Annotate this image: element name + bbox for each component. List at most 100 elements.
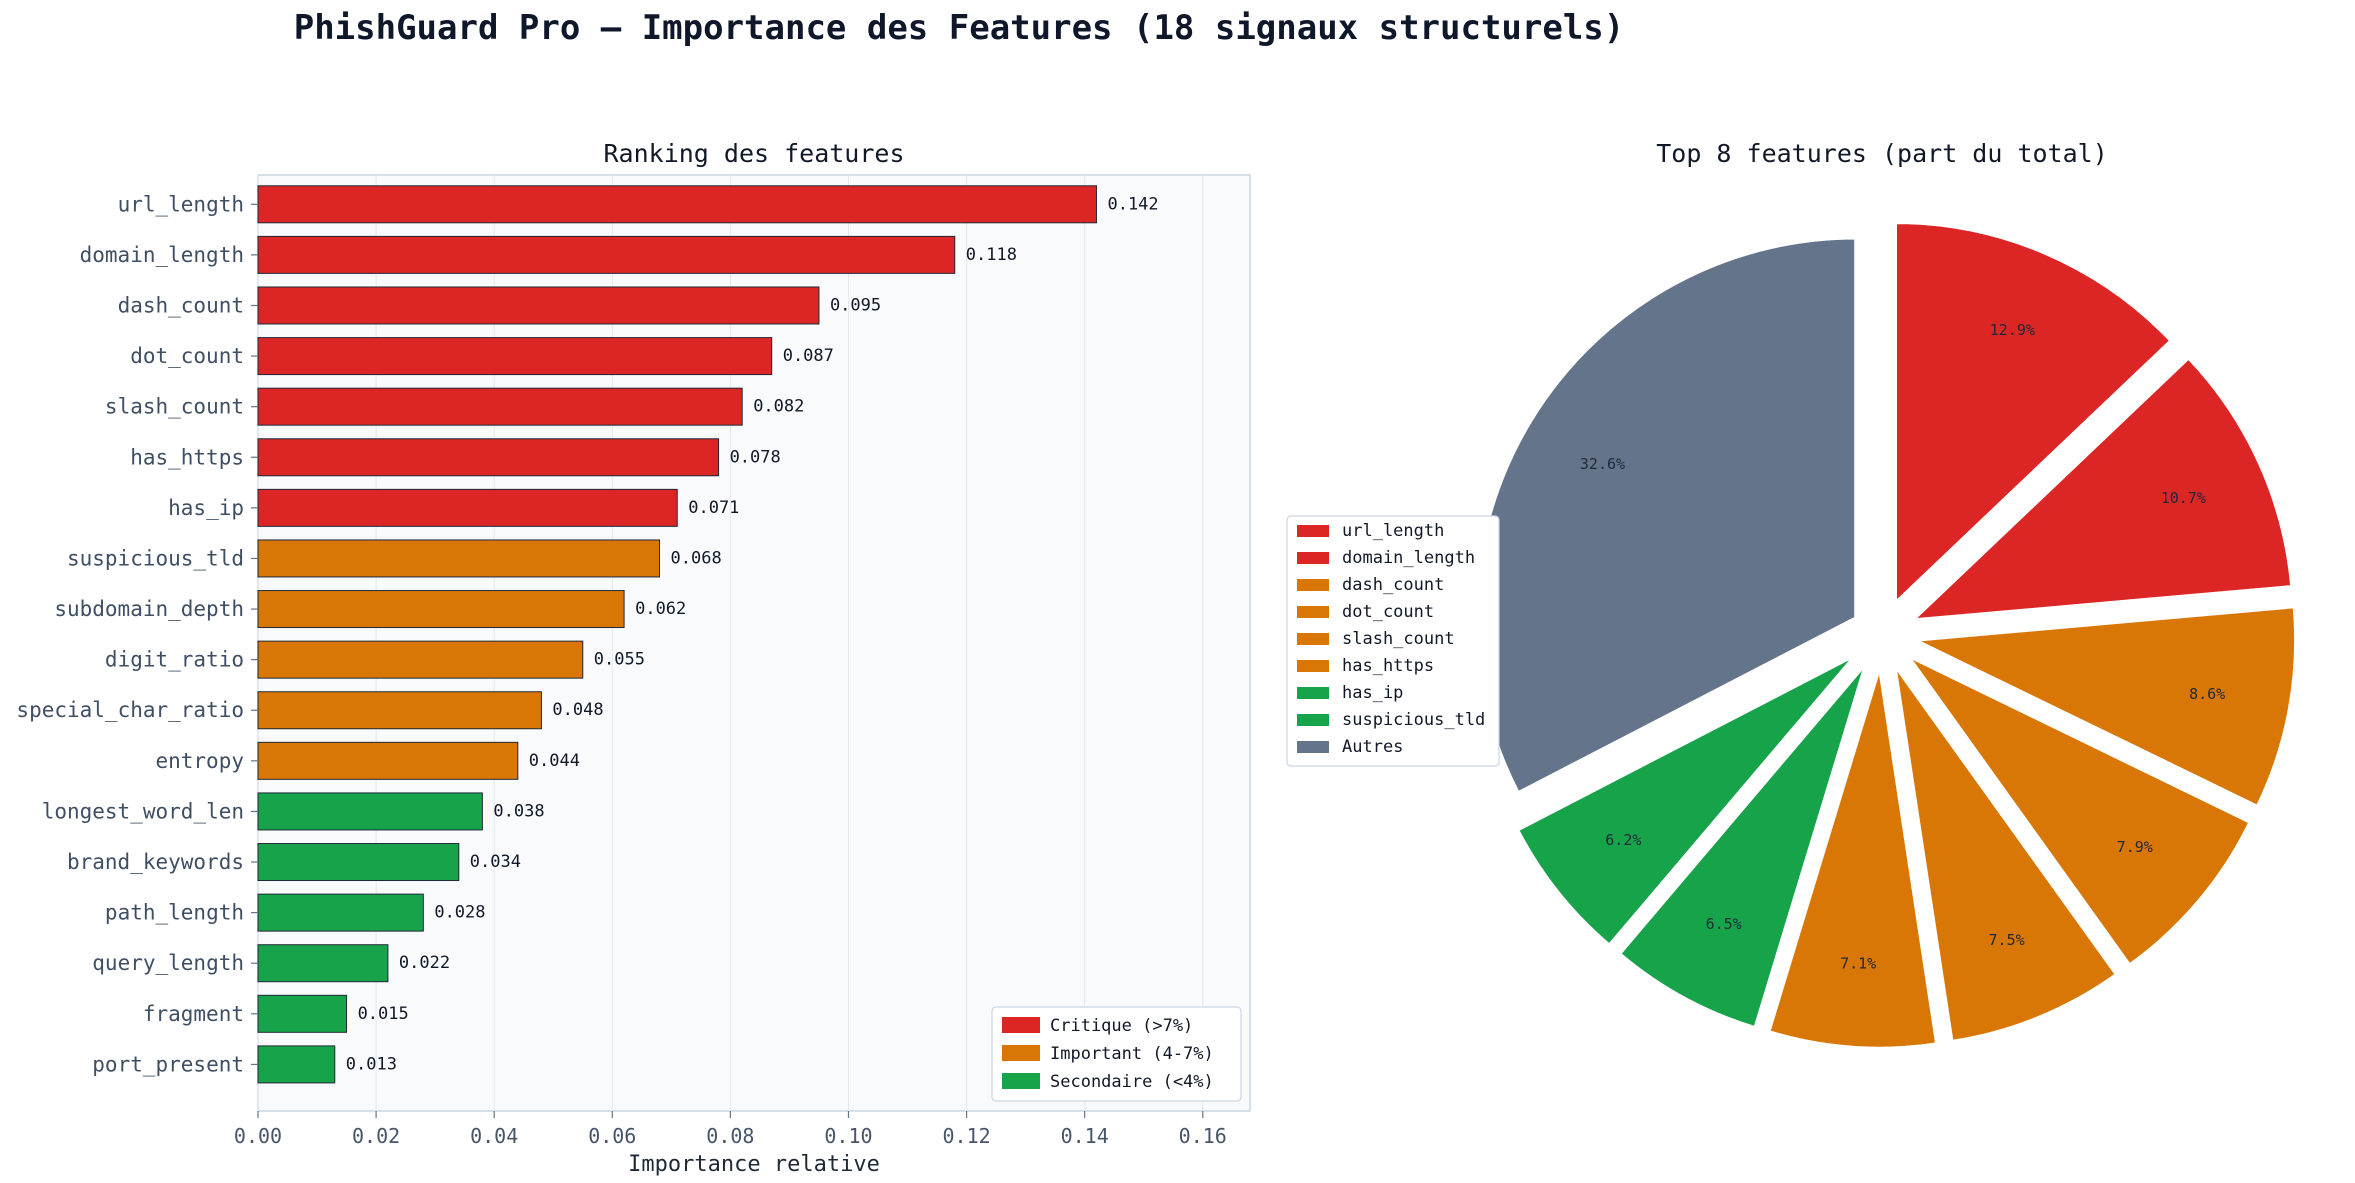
pie-pct-label: 7.9% xyxy=(2117,838,2153,856)
legend-swatch-secondaire xyxy=(1002,1073,1040,1089)
y-tick-label: url_length xyxy=(118,192,244,216)
bar-value-label: 0.071 xyxy=(688,498,739,518)
bar-value-label: 0.142 xyxy=(1107,194,1158,214)
legend-label: has_https xyxy=(1342,656,1434,676)
y-tick-label: digit_ratio xyxy=(105,648,244,672)
pie-slice-domain_length xyxy=(1909,355,2294,622)
legend-label: slash_count xyxy=(1342,629,1455,649)
y-tick-label: entropy xyxy=(155,749,244,773)
legend-label: Autres xyxy=(1342,737,1403,757)
x-tick-label: 0.04 xyxy=(470,1124,518,1148)
pie-slice-url_length xyxy=(1893,221,2173,607)
x-axis-label: Importance relative xyxy=(628,1152,880,1177)
legend-label: has_ip xyxy=(1342,683,1403,703)
bar-chart-panel: 0.00 0.02 0.04 0.06 0.08 0.10 0.12 0.14 0.16 url_… xyxy=(16,139,1251,1177)
pie-slice-slash_count xyxy=(1893,664,2119,1044)
bar-value-label: 0.078 xyxy=(730,447,781,467)
y-tick-label: port_present xyxy=(92,1052,244,1076)
legend-label: dot_count xyxy=(1342,602,1434,622)
y-tick-label: slash_count xyxy=(105,395,244,419)
pie-pct-label: 10.7% xyxy=(2161,489,2206,507)
y-tick-label: special_char_ratio xyxy=(16,698,244,722)
legend-label-important: Important (4-7%) xyxy=(1050,1044,1214,1064)
bar-value-label: 0.044 xyxy=(529,751,580,771)
x-tick-label: 0.00 xyxy=(234,1124,282,1148)
bar-url_length xyxy=(257,185,1097,224)
y-tick-label: dot_count xyxy=(130,344,244,368)
legend-label: suspicious_tld xyxy=(1342,710,1485,730)
legend-frame xyxy=(991,1006,1242,1102)
bar-port_present xyxy=(257,1045,336,1084)
y-tick-label: domain_length xyxy=(80,243,244,267)
bar-has_ip xyxy=(257,488,678,527)
bar-value-label: 0.038 xyxy=(493,801,544,821)
x-tick-label: 0.14 xyxy=(1061,1124,1109,1148)
pie-legend: url_length domain_length dash_count dot_cou… xyxy=(1286,515,1500,767)
pie-slice-has_https xyxy=(1767,667,1939,1050)
bar-subdomain_depth xyxy=(257,590,625,629)
bar-digit_ratio xyxy=(257,640,584,679)
bar-fragment xyxy=(257,994,348,1033)
bar-value-label: 0.015 xyxy=(358,1004,409,1024)
legend-label: url_length xyxy=(1342,521,1444,541)
y-tick-label: query_length xyxy=(92,951,244,975)
pie-slice-suspicious_tld xyxy=(1515,653,1857,948)
bar-brand_keywords xyxy=(257,843,460,882)
y-tick-label: has_ip xyxy=(168,496,244,520)
bar-entropy xyxy=(257,741,519,780)
legend-label-critique: Critique (>7%) xyxy=(1050,1016,1193,1036)
legend-swatch xyxy=(1297,660,1329,672)
legend-swatch xyxy=(1297,606,1329,618)
bar-value-label: 0.068 xyxy=(671,548,722,568)
bar-special_char_ratio xyxy=(257,691,542,730)
x-tick-label: 0.12 xyxy=(942,1124,990,1148)
y-tick-label: has_https xyxy=(130,445,244,469)
bar-value-label: 0.082 xyxy=(753,397,804,417)
bar-suspicious_tld xyxy=(257,539,661,578)
pie-chart-panel: Top 8 features (part du total) 12.9% 10.7%… xyxy=(1286,139,2298,1050)
pie-pct-label: 7.1% xyxy=(1840,955,1876,973)
legend-swatch-important xyxy=(1002,1045,1040,1061)
bar-chart-title: Ranking des features xyxy=(603,139,904,168)
legend-swatch xyxy=(1297,525,1329,537)
x-tick-label: 0.06 xyxy=(588,1124,636,1148)
legend-label-secondaire: Secondaire (<4%) xyxy=(1050,1072,1214,1092)
x-tick-label: 0.10 xyxy=(824,1124,872,1148)
x-tick-label: 0.08 xyxy=(706,1124,754,1148)
bar-path_length xyxy=(257,893,424,932)
pie-pct-label: 8.6% xyxy=(2189,685,2225,703)
legend-label: domain_length xyxy=(1342,548,1475,568)
bar-value-label: 0.118 xyxy=(966,245,1017,265)
y-tick-label: longest_word_len xyxy=(42,799,244,823)
pie-slice-dot_count xyxy=(1906,654,2252,967)
legend-label: dash_count xyxy=(1342,575,1444,595)
bar-value-label: 0.028 xyxy=(434,903,485,923)
bar-longest_word_len xyxy=(257,792,483,831)
legend-swatch xyxy=(1297,552,1329,564)
x-tick-label: 0.16 xyxy=(1179,1124,1227,1148)
bar-value-label: 0.095 xyxy=(830,295,881,315)
bar-slash_count xyxy=(257,387,743,426)
bar-value-label: 0.087 xyxy=(783,346,834,366)
bar-value-label: 0.022 xyxy=(399,953,450,973)
y-tick-label: brand_keywords xyxy=(67,850,244,874)
pie-pct-label: 32.6% xyxy=(1580,455,1625,473)
pie-slice-dash_count xyxy=(1910,605,2298,809)
bar-dot_count xyxy=(257,337,773,376)
x-tick-label: 0.02 xyxy=(352,1124,400,1148)
y-tick-label: fragment xyxy=(143,1002,244,1026)
legend-frame xyxy=(1286,515,1500,767)
pie-pct-label: 6.2% xyxy=(1605,831,1641,849)
y-tick-label: path_length xyxy=(105,901,244,925)
legend-swatch xyxy=(1297,579,1329,591)
pie-slice-has_ip xyxy=(1617,663,1868,1030)
legend-swatch-critique xyxy=(1002,1017,1040,1033)
pie-chart-title: Top 8 features (part du total) xyxy=(1656,139,2108,168)
bar-value-label: 0.062 xyxy=(635,599,686,619)
y-tick-label: subdomain_depth xyxy=(54,597,244,621)
bar-has_https xyxy=(257,438,720,477)
y-tick-label: dash_count xyxy=(118,293,244,317)
pie-pct-label: 12.9% xyxy=(1990,321,2035,339)
bar-domain_length xyxy=(257,235,956,274)
